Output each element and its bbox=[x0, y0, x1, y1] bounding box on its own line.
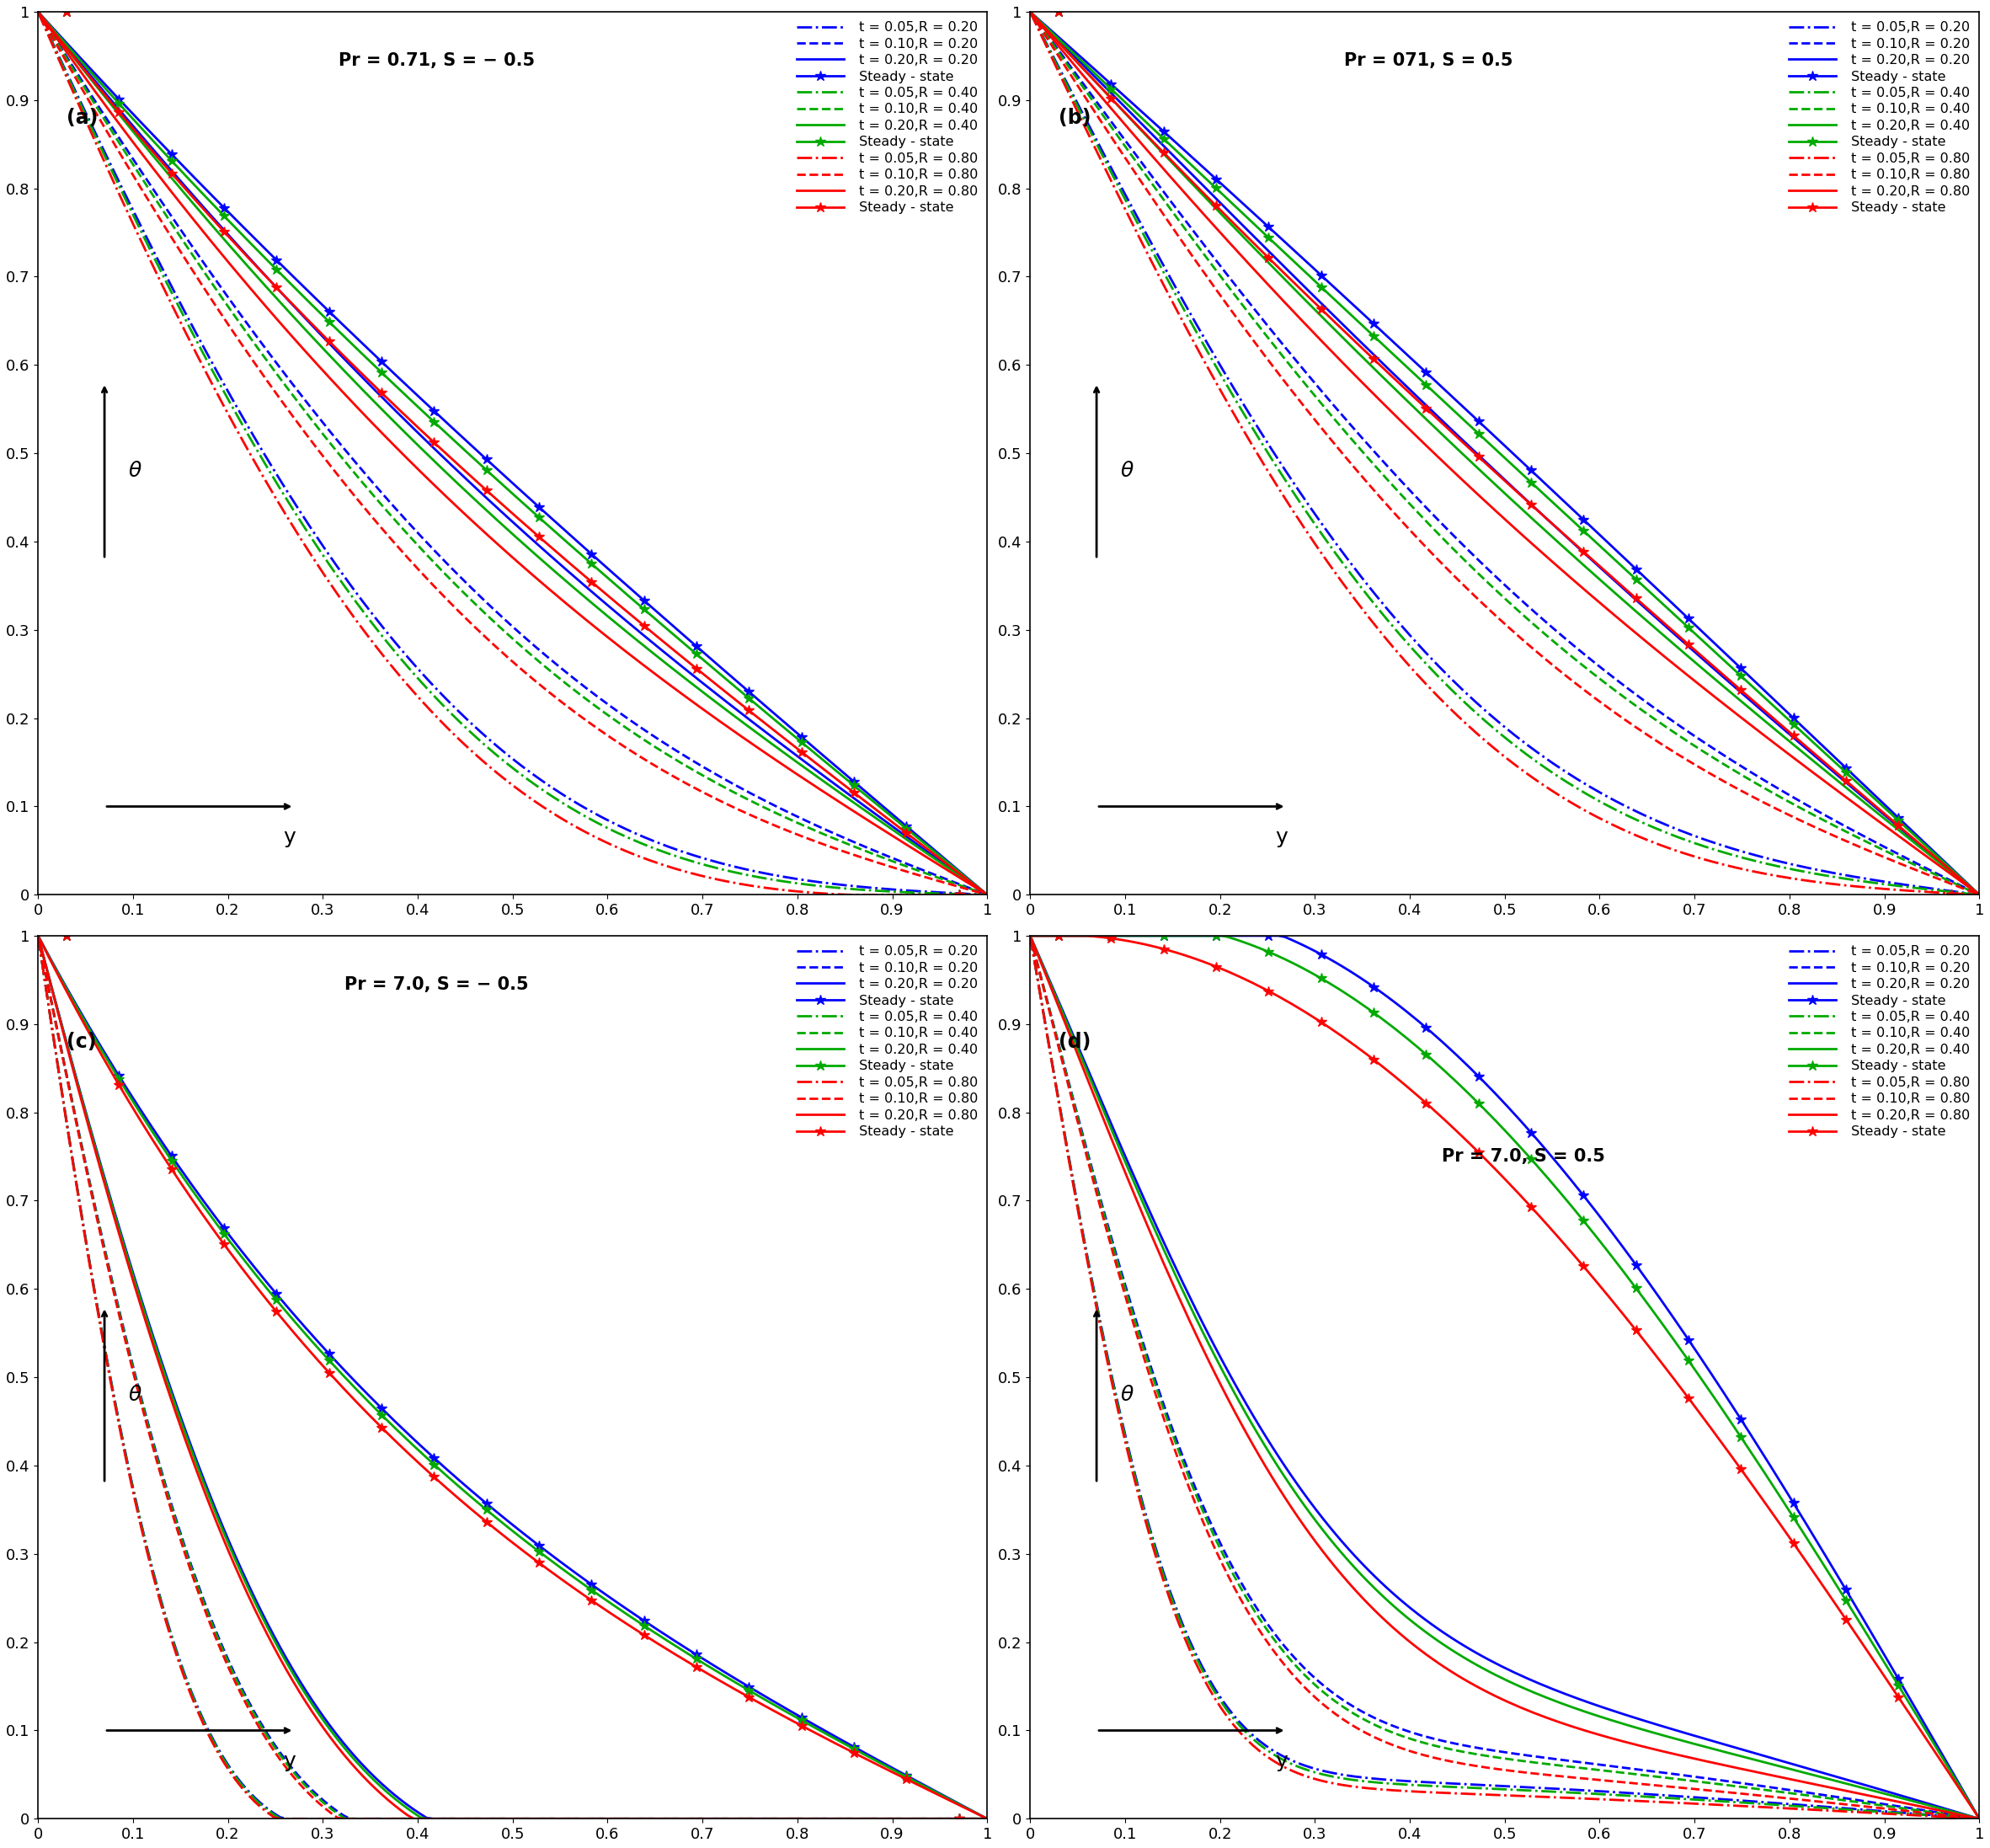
Text: Pr = 7.0, S = 0.5: Pr = 7.0, S = 0.5 bbox=[1443, 1148, 1606, 1164]
Text: (d): (d) bbox=[1059, 1031, 1091, 1052]
Text: Pr = 071, S = 0.5: Pr = 071, S = 0.5 bbox=[1345, 52, 1512, 68]
Text: Pr = 0.71, S = − 0.5: Pr = 0.71, S = − 0.5 bbox=[338, 52, 535, 68]
Text: (a): (a) bbox=[66, 107, 98, 128]
Text: (b): (b) bbox=[1059, 107, 1091, 128]
Text: y: y bbox=[1276, 1752, 1288, 1772]
Text: Pr = 7.0, S = − 0.5: Pr = 7.0, S = − 0.5 bbox=[344, 976, 529, 992]
Text: $\theta$: $\theta$ bbox=[127, 1384, 143, 1404]
Legend:  t = 0.05,R = 0.20,  t = 0.10,R = 0.20,  t = 0.20,R = 0.20,  Steady - state,  t : t = 0.05,R = 0.20, t = 0.10,R = 0.20, t … bbox=[792, 17, 983, 220]
Text: (c): (c) bbox=[66, 1031, 96, 1052]
Text: y: y bbox=[283, 828, 297, 848]
Legend:  t = 0.05,R = 0.20,  t = 0.10,R = 0.20,  t = 0.20,R = 0.20,  Steady - state,  t : t = 0.05,R = 0.20, t = 0.10,R = 0.20, t … bbox=[792, 941, 983, 1144]
Legend:  t = 0.05,R = 0.20,  t = 0.10,R = 0.20,  t = 0.20,R = 0.20,  Steady - state,  t : t = 0.05,R = 0.20, t = 0.10,R = 0.20, t … bbox=[1783, 941, 1976, 1144]
Text: $\theta$: $\theta$ bbox=[127, 460, 143, 480]
Text: y: y bbox=[283, 1752, 297, 1772]
Text: y: y bbox=[1276, 828, 1288, 848]
Legend:  t = 0.05,R = 0.20,  t = 0.10,R = 0.20,  t = 0.20,R = 0.20,  Steady - state,  t : t = 0.05,R = 0.20, t = 0.10,R = 0.20, t … bbox=[1783, 17, 1976, 220]
Text: $\theta$: $\theta$ bbox=[1120, 1384, 1134, 1404]
Text: $\theta$: $\theta$ bbox=[1120, 460, 1134, 480]
